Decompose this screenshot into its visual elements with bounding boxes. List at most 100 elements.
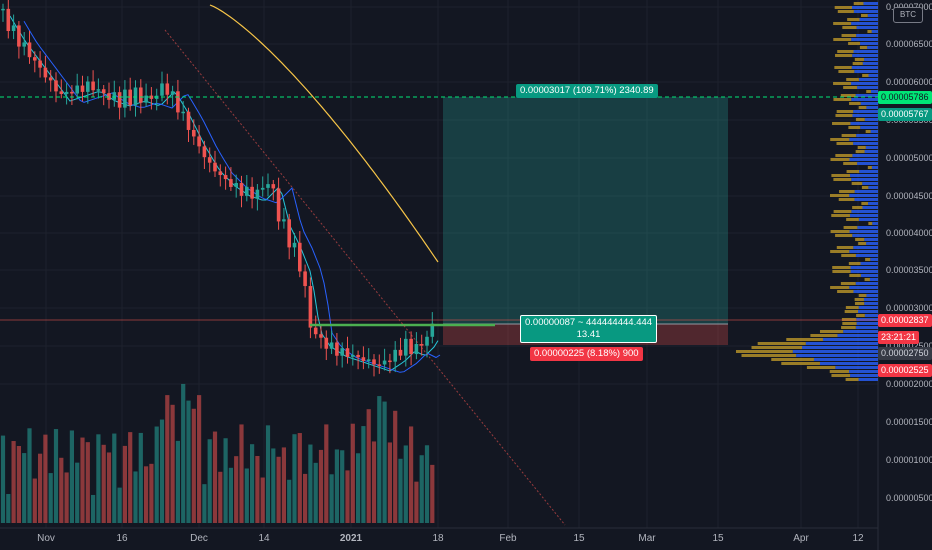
candle-body [59, 91, 64, 94]
candle-body [207, 157, 212, 163]
volume-bar [202, 484, 207, 523]
volume-profile-down-bar [833, 82, 852, 85]
volume-profile-down-bar [841, 326, 856, 329]
volume-profile-up-bar [864, 314, 878, 317]
volume-bar [32, 478, 37, 523]
volume-bar [265, 425, 271, 523]
volume-profile-up-bar [867, 46, 878, 49]
volume-bar [122, 445, 127, 523]
candle-body [213, 162, 217, 172]
price-axis[interactable]: 0.000070000.000065000.000060000.00005500… [886, 2, 932, 503]
volume-profile-down-bar [834, 6, 853, 9]
volume-profile-up-bar [796, 354, 878, 357]
volume-profile-down-bar [846, 170, 860, 173]
volume-bar [297, 433, 302, 523]
time-tick-label: 14 [258, 533, 270, 544]
volume-profile-down-bar [830, 158, 850, 161]
volume-profile-down-bar [848, 42, 861, 45]
volume-profile-up-bar [853, 246, 878, 249]
candle-body [303, 271, 307, 287]
volume-bar [271, 448, 276, 523]
volume-profile-down-bar [842, 26, 857, 29]
candle-body [393, 349, 397, 362]
volume-profile-down-bar [843, 226, 858, 229]
volume-profile-down-bar [862, 74, 869, 77]
candle-body [229, 179, 233, 187]
volume-profile-up-bar [854, 70, 878, 73]
candle-body [298, 242, 302, 272]
candle-body [329, 342, 334, 349]
volume-profile-up-bar [862, 206, 878, 209]
volume-profile-down-bar [861, 186, 869, 189]
volume-profile-down-bar [819, 330, 844, 333]
volume-profile-down-bar [848, 262, 861, 265]
long-position-tool[interactable] [443, 97, 728, 345]
volume-tick-label: 0.00001000 [886, 455, 932, 465]
volume-profile-up-bar [837, 334, 878, 337]
volume-bar [64, 472, 69, 523]
volume-profile-up-bar [856, 322, 878, 325]
volume-profile-down-bar [838, 70, 855, 73]
volume-bar [377, 396, 382, 523]
volume-bar [218, 471, 223, 523]
level-price-label: 0.00002750 [878, 347, 932, 360]
volume-bar [361, 426, 366, 523]
volume-profile-down-bar [845, 378, 859, 381]
volume-profile-up-bar [843, 330, 878, 333]
volume-profile-down-bar [751, 346, 803, 349]
candle-body [112, 92, 117, 100]
volume-profile-down-bar [843, 86, 858, 89]
volume-profile-up-bar [855, 94, 878, 97]
candle-body [250, 186, 254, 199]
volume-profile-down-bar [832, 122, 851, 125]
volume-profile-down-bar [832, 266, 851, 269]
candle-body [351, 354, 355, 357]
volume-profile-down-bar [830, 230, 850, 233]
volume-profile-up-bar [860, 126, 878, 129]
ask-price-label: 0.00005767 [878, 108, 932, 121]
candle-body [260, 187, 265, 190]
volume-bar [234, 456, 239, 523]
time-tick-label: Mar [638, 533, 656, 544]
price-tick-label: 0.00006500 [886, 39, 932, 49]
volume-profile-up-bar [852, 234, 878, 237]
volume-profile-up-bar [852, 54, 878, 57]
candle-body [22, 42, 26, 47]
volume-bar [313, 462, 318, 523]
candle-body [86, 81, 90, 92]
volume-bar [287, 479, 292, 523]
candle-body [409, 338, 413, 355]
volume-profile-up-bar [858, 78, 878, 81]
volume-profile-up-bar [870, 130, 878, 133]
position-entry-label[interactable]: 0.00000087 ~ 444444444.444 13.41 [520, 315, 658, 343]
volume-profile-up-bar [863, 2, 878, 5]
volume-bar [255, 456, 260, 523]
volume-profile-down-bar [844, 310, 859, 313]
volume-profile-down-bar [806, 366, 836, 369]
volume-profile-down-bar [840, 94, 856, 97]
position-stop-label[interactable]: 0.00000225 (8.18%) 900 [530, 347, 643, 361]
volume-profile-down-bar [841, 34, 857, 37]
volume-bar [212, 431, 218, 523]
volume-profile-up-bar [858, 306, 878, 309]
volume-profile-down-bar [840, 282, 856, 285]
volume-bar [128, 432, 133, 523]
currency-badge[interactable]: BTC [893, 7, 923, 23]
candle-body [271, 184, 276, 189]
volume-profile-down-bar [833, 22, 852, 25]
volume-bar [175, 440, 180, 523]
candle-body [366, 359, 371, 361]
candle-body [64, 91, 69, 94]
bar-countdown-label: 23:21:21 [878, 331, 920, 344]
position-target-label[interactable]: 0.00003017 (109.71%) 2340.89 [516, 84, 658, 98]
volume-profile-up-bar [868, 202, 878, 205]
candle-body [101, 89, 106, 94]
candle-body [186, 111, 191, 130]
volume-bar [38, 453, 43, 523]
volume-bar [414, 481, 419, 523]
time-axis[interactable]: Nov 16 Dec 14 2021 18 Feb 15 Mar 15 Apr 12 [37, 533, 864, 544]
volume-bar [149, 463, 154, 523]
volume-bar [366, 409, 371, 523]
volume-profile-up-bar [856, 134, 878, 137]
